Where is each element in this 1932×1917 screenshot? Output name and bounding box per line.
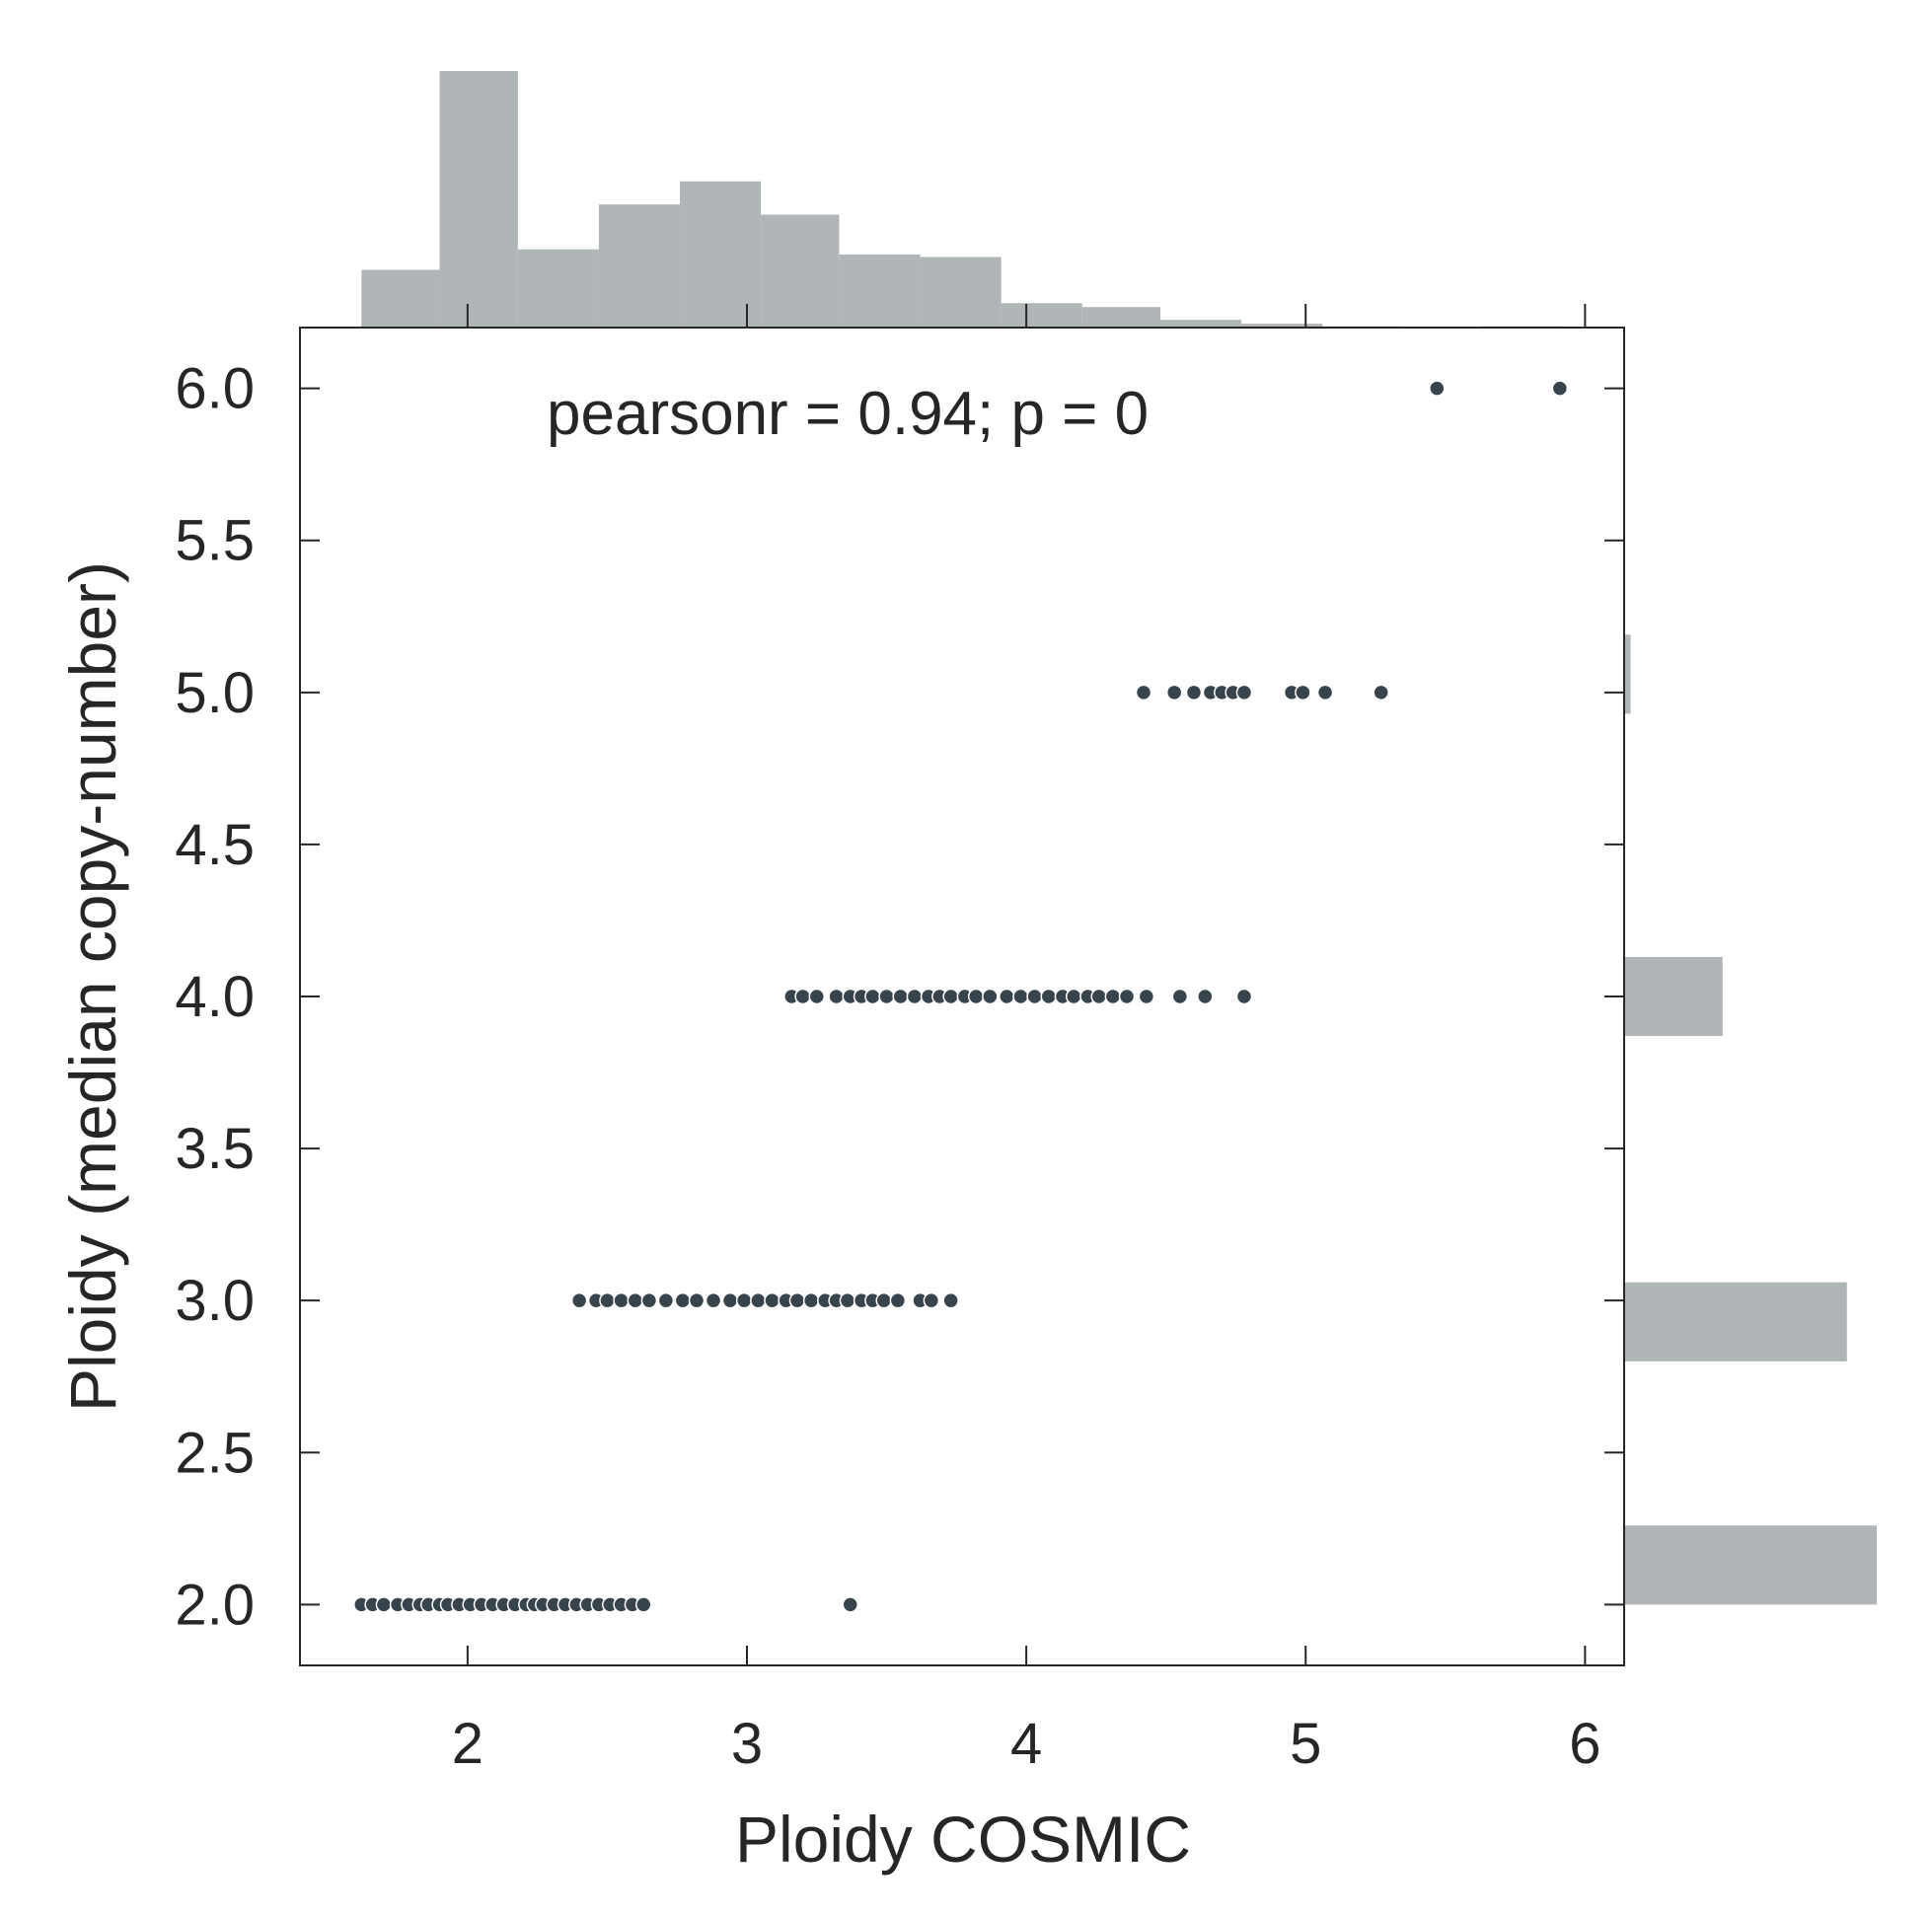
scatter-point — [1295, 684, 1311, 701]
y-axis-label: Ploidy (median copy-number) — [56, 561, 129, 1412]
scatter-point — [982, 988, 999, 1005]
x-hist-bar — [761, 214, 840, 328]
x-hist-bar — [439, 71, 518, 328]
x-tick-label: 6 — [1569, 1712, 1600, 1776]
scatter-point — [764, 1291, 780, 1309]
x-tick-label: 5 — [1290, 1712, 1321, 1776]
y-marginal-histogram — [1624, 634, 1877, 1605]
x-hist-bar — [361, 269, 440, 328]
y-tick-label: 2.5 — [175, 1421, 255, 1485]
scatter-point — [794, 988, 811, 1005]
scatter-point — [721, 1291, 739, 1309]
x-axis-ticks: 2 3 4 5 6 — [452, 304, 1600, 1776]
scatter-point — [1197, 988, 1214, 1005]
scatter-point — [1316, 684, 1334, 701]
x-axis-label: Ploidy COSMIC — [735, 1803, 1191, 1876]
scatter-point — [657, 1291, 675, 1309]
scatter-point — [627, 1291, 643, 1309]
scatter-point — [599, 1291, 616, 1309]
scatter-point — [923, 1291, 940, 1309]
scatter-point — [802, 1291, 820, 1309]
scatter-point — [688, 1291, 706, 1309]
x-hist-bar — [1001, 303, 1082, 328]
x-tick-label: 3 — [731, 1712, 763, 1776]
x-hist-bar — [517, 249, 599, 328]
scatter-point — [892, 988, 909, 1005]
scatter-points — [353, 380, 1569, 1613]
scatter-point — [889, 1291, 907, 1309]
scatter-point — [613, 1291, 630, 1309]
scatter-point — [1104, 988, 1122, 1005]
x-hist-bar — [1160, 320, 1242, 328]
scatter-point — [878, 988, 895, 1005]
y-tick-label: 4.0 — [175, 965, 255, 1029]
scatter-point — [839, 1291, 856, 1309]
scatter-point — [1551, 380, 1569, 397]
scatter-point — [1429, 380, 1446, 397]
scatter-point — [570, 1291, 588, 1309]
y-tick-label: 3.5 — [175, 1117, 255, 1181]
x-hist-bar — [680, 181, 762, 328]
scatter-point — [1090, 988, 1107, 1005]
scatter-point — [1135, 684, 1152, 701]
scatter-point — [828, 988, 845, 1005]
scatter-point — [1171, 988, 1189, 1005]
scatter-point — [808, 988, 826, 1005]
scatter-point — [750, 1291, 767, 1309]
scatter-point — [674, 1291, 692, 1309]
scatter-point — [967, 988, 985, 1005]
y-tick-label: 5.5 — [175, 509, 255, 573]
scatter-point — [1235, 684, 1253, 701]
correlation-annotation: pearsonr = 0.94; p = 0 — [547, 380, 1149, 448]
scatter-point — [1165, 684, 1183, 701]
y-tick-label: 4.5 — [175, 813, 255, 877]
y-hist-bar — [1624, 634, 1631, 714]
y-tick-label: 3.0 — [175, 1269, 255, 1333]
scatter-point — [942, 988, 959, 1005]
scatter-point — [906, 988, 924, 1005]
x-marginal-histogram — [361, 71, 1563, 328]
x-hist-bar — [920, 257, 1002, 328]
x-hist-bar — [1241, 324, 1323, 328]
scatter-point — [1185, 684, 1203, 701]
y-hist-bar — [1624, 1525, 1877, 1605]
scatter-point — [864, 988, 881, 1005]
y-tick-label: 2.0 — [175, 1573, 255, 1637]
scatter-point — [375, 1596, 393, 1613]
y-tick-label: 6.0 — [175, 357, 255, 421]
scatter-point — [1040, 988, 1058, 1005]
scatter-point — [735, 1291, 753, 1309]
y-hist-bar — [1624, 1282, 1847, 1362]
x-hist-bar — [839, 254, 921, 328]
scatter-point — [1138, 988, 1155, 1005]
scatter-point — [999, 988, 1015, 1005]
scatter-point — [640, 1291, 658, 1309]
scatter-point — [1065, 988, 1082, 1005]
y-tick-label: 5.0 — [175, 661, 255, 725]
scatter-point — [1012, 988, 1029, 1005]
scatter-point — [1373, 684, 1389, 701]
scatter-point — [942, 1291, 959, 1309]
scatter-point — [788, 1291, 806, 1309]
scatter-point — [1235, 988, 1253, 1005]
y-axis-ticks: 2.0 2.5 3.0 3.5 4.0 4.5 5.0 5.5 6.0 — [175, 357, 1624, 1637]
x-tick-label: 4 — [1010, 1712, 1042, 1776]
x-hist-bar — [598, 204, 681, 328]
scatter-point — [842, 1596, 859, 1613]
y-hist-bar — [1624, 956, 1723, 1037]
x-hist-bar — [1081, 307, 1161, 328]
scatter-point — [634, 1596, 652, 1613]
scatter-point — [875, 1291, 892, 1309]
x-tick-label: 2 — [452, 1712, 483, 1776]
scatter-point — [1118, 988, 1136, 1005]
scatter-point — [1026, 988, 1043, 1005]
scatter-point — [705, 1291, 722, 1309]
